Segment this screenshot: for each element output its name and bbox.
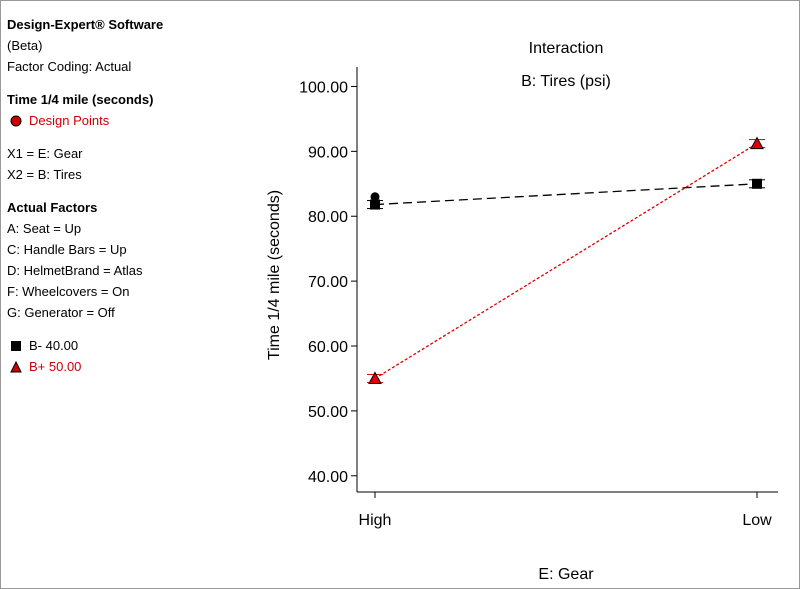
factor-coding: Factor Coding: Actual (7, 59, 132, 74)
data-point-square (752, 178, 762, 189)
x-axis-label: E: Gear (538, 566, 594, 583)
software-name: Design-Expert® Software (7, 17, 164, 32)
series-line-1 (374, 143, 758, 380)
chart-title: Interaction (529, 40, 604, 57)
data-point-triangle (368, 371, 382, 384)
response-name: Time 1/4 mile (seconds) (7, 92, 154, 107)
legend-label-b-minus: B- 40.00 (29, 338, 79, 353)
design-points-label: Design Points (29, 113, 110, 128)
y-tick-label: 100.00 (299, 79, 348, 96)
y-tick-label: 70.00 (308, 274, 348, 291)
chart-axes: 40.00 50.00 60.00 70.00 80.00 90.00 100.00 High… (299, 67, 778, 529)
y-tick-label: 90.00 (308, 144, 348, 161)
design-points-legend: Design Points (7, 110, 247, 131)
legend-label-b-plus: B+ 50.00 (29, 359, 82, 374)
x1-definition: X1 = E: Gear (7, 146, 83, 161)
y-axis-label: Time 1/4 mile (seconds) (266, 190, 283, 360)
y-tick-label: 40.00 (308, 469, 348, 486)
legend-item-b-plus: B+ 50.00 (7, 356, 247, 377)
legend-item-b-minus: B- 40.00 (7, 335, 247, 356)
x-tick-label: High (359, 512, 392, 529)
y-tick-label: 50.00 (308, 404, 348, 421)
series-layer (367, 136, 765, 384)
factor-item: A: Seat = Up (7, 221, 82, 236)
y-tick-label: 60.00 (308, 339, 348, 356)
factor-item: G: Generator = Off (7, 305, 115, 320)
design-point (370, 192, 380, 202)
chart-subtitle: B: Tires (psi) (521, 73, 611, 90)
factor-item: C: Handle Bars = Up (7, 242, 127, 257)
square-marker-icon (7, 340, 25, 352)
x2-definition: X2 = B: Tires (7, 167, 82, 182)
data-point-square (370, 199, 380, 210)
info-sidebar: Design-Expert® Software (Beta) Factor Co… (7, 14, 247, 377)
design-point-circle-icon (7, 115, 25, 127)
factor-item: F: Wheelcovers = On (7, 284, 130, 299)
triangle-marker-icon (7, 360, 25, 373)
x-tick-label: Low (742, 512, 772, 529)
series-line-0 (374, 183, 758, 206)
y-tick-label: 80.00 (308, 209, 348, 226)
data-point-triangle (750, 136, 764, 150)
beta-label: (Beta) (7, 38, 43, 53)
factor-item: D: HelmetBrand = Atlas (7, 263, 143, 278)
actual-factors-title: Actual Factors (7, 200, 98, 215)
